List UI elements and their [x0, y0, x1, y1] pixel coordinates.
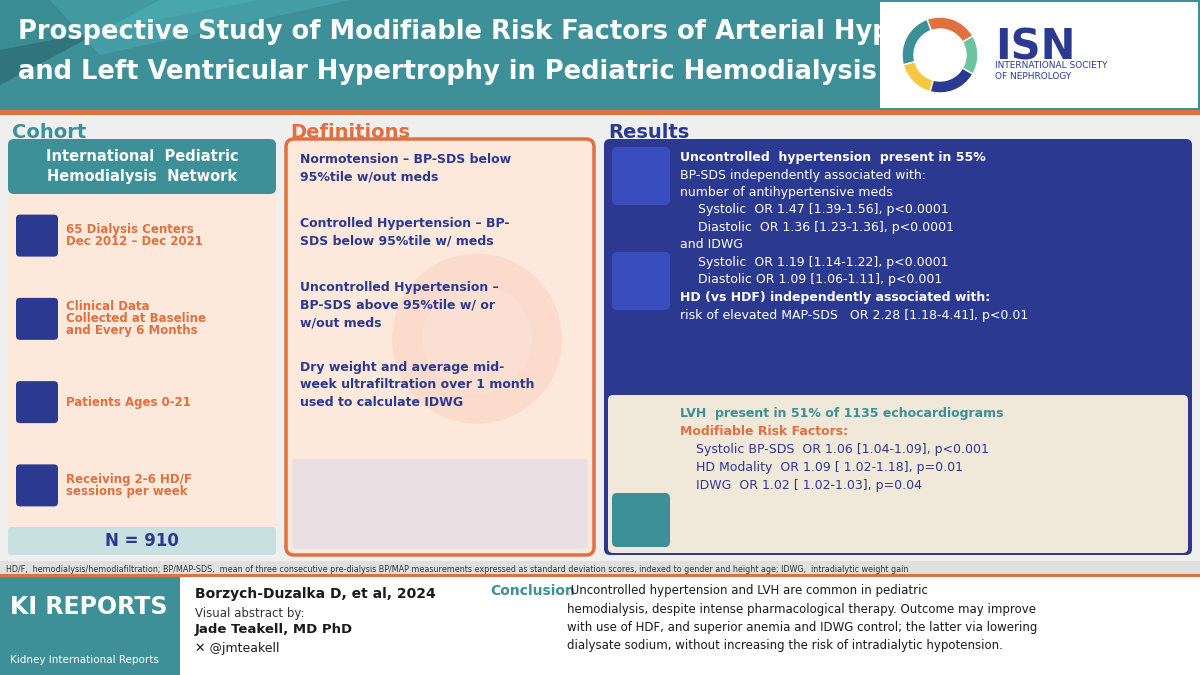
Text: Results: Results	[608, 123, 689, 142]
FancyBboxPatch shape	[612, 493, 670, 547]
Text: Uncontrolled Hypertension –
BP-SDS above 95%tile w/ or
w/out meds: Uncontrolled Hypertension – BP-SDS above…	[300, 281, 499, 329]
Text: ✕ @jmteakell: ✕ @jmteakell	[194, 642, 280, 655]
Text: LVH  present in 51% of 1135 echocardiograms: LVH present in 51% of 1135 echocardiogra…	[680, 407, 1003, 420]
FancyBboxPatch shape	[8, 139, 276, 555]
Text: Definitions: Definitions	[290, 123, 410, 142]
Text: 65 Dialysis Centers: 65 Dialysis Centers	[66, 223, 193, 236]
FancyBboxPatch shape	[286, 139, 594, 555]
FancyBboxPatch shape	[0, 561, 1200, 577]
Text: Kidney International Reports: Kidney International Reports	[10, 655, 158, 665]
Text: Borzych-Duzalka D, et al, 2024: Borzych-Duzalka D, et al, 2024	[194, 587, 436, 601]
Text: Diastolic  OR 1.36 [1.23-1.36], p<0.0001: Diastolic OR 1.36 [1.23-1.36], p<0.0001	[698, 221, 954, 234]
FancyBboxPatch shape	[16, 215, 58, 256]
FancyBboxPatch shape	[0, 110, 1200, 115]
Wedge shape	[902, 20, 931, 65]
Text: Visual abstract by:: Visual abstract by:	[194, 607, 305, 620]
Text: number of antihypertensive meds: number of antihypertensive meds	[680, 186, 893, 199]
Text: Conclusion: Conclusion	[490, 584, 575, 598]
Text: Receiving 2-6 HD/F: Receiving 2-6 HD/F	[66, 473, 192, 486]
Text: Systolic  OR 1.47 [1.39-1.56], p<0.0001: Systolic OR 1.47 [1.39-1.56], p<0.0001	[698, 203, 949, 217]
FancyBboxPatch shape	[8, 527, 276, 555]
Text: Dry weight and average mid-
week ultrafiltration over 1 month
used to calculate : Dry weight and average mid- week ultrafi…	[300, 361, 534, 409]
Text: Uncontrolled  hypertension  present in 55%: Uncontrolled hypertension present in 55%	[680, 151, 985, 164]
Text: Modifiable Risk Factors:: Modifiable Risk Factors:	[680, 425, 848, 438]
Wedge shape	[962, 36, 978, 74]
FancyBboxPatch shape	[0, 577, 1200, 675]
FancyBboxPatch shape	[0, 0, 1200, 110]
FancyBboxPatch shape	[16, 298, 58, 340]
Text: HD Modality  OR 1.09 [ 1.02-1.18], p=0.01: HD Modality OR 1.09 [ 1.02-1.18], p=0.01	[696, 461, 964, 474]
Polygon shape	[50, 0, 350, 55]
FancyBboxPatch shape	[612, 147, 670, 205]
Text: ISN: ISN	[995, 26, 1075, 68]
Text: International  Pediatric
Hemodialysis  Network: International Pediatric Hemodialysis Net…	[46, 148, 239, 184]
Text: HD/F,  hemodialysis/hemodiafiltration; BP/MAP-SDS,  mean of three consecutive pr: HD/F, hemodialysis/hemodiafiltration; BP…	[6, 564, 908, 574]
Text: Patients Ages 0-21: Patients Ages 0-21	[66, 396, 191, 408]
Text: Normotension – BP-SDS below
95%tile w/out meds: Normotension – BP-SDS below 95%tile w/ou…	[300, 153, 511, 184]
FancyBboxPatch shape	[292, 459, 588, 549]
FancyBboxPatch shape	[880, 2, 1198, 108]
FancyBboxPatch shape	[16, 381, 58, 423]
FancyBboxPatch shape	[0, 577, 180, 675]
Text: BP-SDS independently associated with:: BP-SDS independently associated with:	[680, 169, 926, 182]
Wedge shape	[928, 17, 973, 42]
Text: Systolic BP-SDS  OR 1.06 [1.04-1.09], p<0.001: Systolic BP-SDS OR 1.06 [1.04-1.09], p<0…	[696, 443, 989, 456]
FancyBboxPatch shape	[0, 574, 1200, 577]
FancyBboxPatch shape	[0, 115, 1200, 561]
Text: Cohort: Cohort	[12, 123, 86, 142]
Text: and Every 6 Months: and Every 6 Months	[66, 325, 198, 338]
Text: Systolic  OR 1.19 [1.14-1.22], p<0.0001: Systolic OR 1.19 [1.14-1.22], p<0.0001	[698, 256, 948, 269]
Wedge shape	[904, 61, 934, 92]
Text: IDWG  OR 1.02 [ 1.02-1.03], p=0.04: IDWG OR 1.02 [ 1.02-1.03], p=0.04	[696, 479, 922, 492]
Text: Jade Teakell, MD PhD: Jade Teakell, MD PhD	[194, 623, 353, 636]
Circle shape	[422, 284, 532, 394]
FancyBboxPatch shape	[8, 139, 276, 194]
Text: and IDWG: and IDWG	[680, 238, 743, 252]
Text: Diastolic OR 1.09 [1.06-1.11], p<0.001: Diastolic OR 1.09 [1.06-1.11], p<0.001	[698, 273, 942, 286]
Text: Dec 2012 – Dec 2021: Dec 2012 – Dec 2021	[66, 235, 203, 248]
Text: and Left Ventricular Hypertrophy in Pediatric Hemodialysis Patients: and Left Ventricular Hypertrophy in Pedi…	[18, 59, 1006, 85]
Text: INTERNATIONAL SOCIETY
OF NEPHROLOGY: INTERNATIONAL SOCIETY OF NEPHROLOGY	[995, 61, 1108, 82]
FancyBboxPatch shape	[608, 395, 1188, 553]
Text: Uncontrolled hypertension and LVH are common in pediatric
hemodialysis, despite : Uncontrolled hypertension and LVH are co…	[568, 584, 1037, 653]
Text: Clinical Data: Clinical Data	[66, 300, 150, 313]
FancyBboxPatch shape	[16, 464, 58, 506]
FancyBboxPatch shape	[612, 252, 670, 310]
Text: N = 910: N = 910	[106, 532, 179, 550]
Wedge shape	[930, 68, 973, 93]
Text: Collected at Baseline: Collected at Baseline	[66, 313, 206, 325]
Text: KI REPORTS: KI REPORTS	[10, 595, 168, 619]
Text: Controlled Hypertension – BP-
SDS below 95%tile w/ meds: Controlled Hypertension – BP- SDS below …	[300, 217, 510, 248]
Text: HD (vs HDF) independently associated with:: HD (vs HDF) independently associated wit…	[680, 291, 990, 304]
Polygon shape	[0, 0, 260, 50]
Circle shape	[392, 254, 562, 424]
Text: sessions per week: sessions per week	[66, 485, 187, 498]
FancyBboxPatch shape	[604, 139, 1192, 555]
Text: risk of elevated MAP-SDS   OR 2.28 [1.18-4.41], p<0.01: risk of elevated MAP-SDS OR 2.28 [1.18-4…	[680, 308, 1028, 321]
Polygon shape	[0, 0, 160, 85]
Text: Prospective Study of Modifiable Risk Factors of Arterial Hypertension: Prospective Study of Modifiable Risk Fac…	[18, 19, 1030, 45]
